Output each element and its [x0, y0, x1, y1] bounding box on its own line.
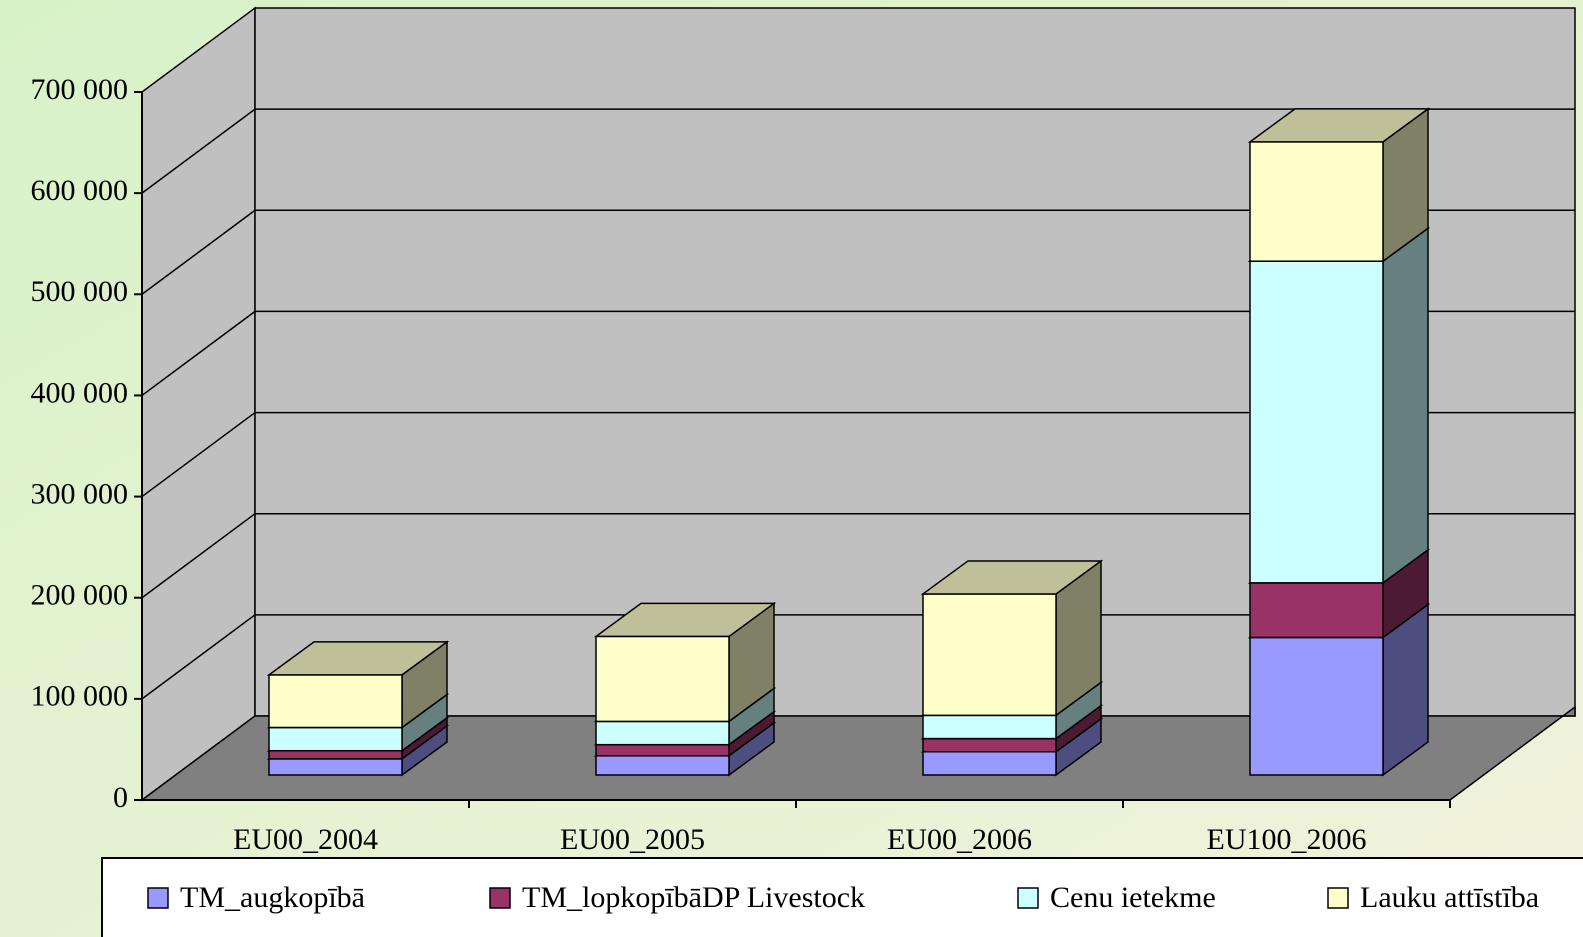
y-tick-label: 700 000	[31, 73, 129, 106]
bar-top	[266, 641, 450, 676]
grid-line	[141, 614, 1575, 700]
x-tick-label: EU00_2005	[560, 823, 705, 856]
y-tick-label: 500 000	[31, 275, 129, 308]
grid-line	[141, 108, 1575, 194]
bar-top	[1247, 108, 1431, 143]
x-tick-label: EU00_2004	[233, 823, 378, 856]
bar	[922, 750, 1057, 776]
bar	[595, 755, 730, 776]
y-tick-label: 400 000	[31, 376, 129, 409]
bar	[268, 674, 403, 729]
bar-side	[1382, 226, 1429, 585]
grid-line	[141, 411, 1575, 498]
legend-label: Cenu ietekme	[1050, 881, 1216, 914]
grid-line	[141, 310, 1575, 397]
bar	[922, 737, 1057, 753]
side-wall	[141, 6, 256, 802]
grid-line	[141, 209, 1575, 295]
grid-line	[141, 512, 1575, 599]
bar	[595, 743, 730, 757]
bar	[922, 593, 1057, 717]
legend-swatch	[1017, 887, 1039, 909]
bar	[268, 758, 403, 776]
bar	[1249, 582, 1384, 639]
bar	[595, 635, 730, 723]
bar	[268, 749, 403, 760]
legend-swatch	[1327, 887, 1349, 909]
bar	[268, 726, 403, 752]
bar	[595, 720, 730, 746]
bar	[922, 714, 1057, 740]
legend-label: TM_augkopībā	[180, 881, 365, 914]
bar	[1249, 141, 1384, 262]
bar	[1249, 636, 1384, 776]
y-tick-label: 0	[113, 781, 128, 814]
legend-label: TM_lopkopībāDP Livestock	[522, 881, 865, 914]
legend-label: Lauku attīstība	[1360, 881, 1539, 914]
y-tick-label: 100 000	[31, 680, 129, 713]
bar-top	[920, 560, 1104, 595]
bar	[1249, 260, 1384, 584]
x-tick-label: EU100_2006	[1207, 823, 1367, 856]
legend-swatch	[489, 887, 511, 909]
legend-swatch	[147, 887, 169, 909]
y-tick-label: 200 000	[31, 579, 129, 612]
bar-top	[593, 602, 777, 638]
y-tick-label: 600 000	[31, 174, 129, 207]
y-tick-label: 300 000	[31, 477, 129, 510]
x-tick-label: EU00_2006	[887, 823, 1032, 856]
